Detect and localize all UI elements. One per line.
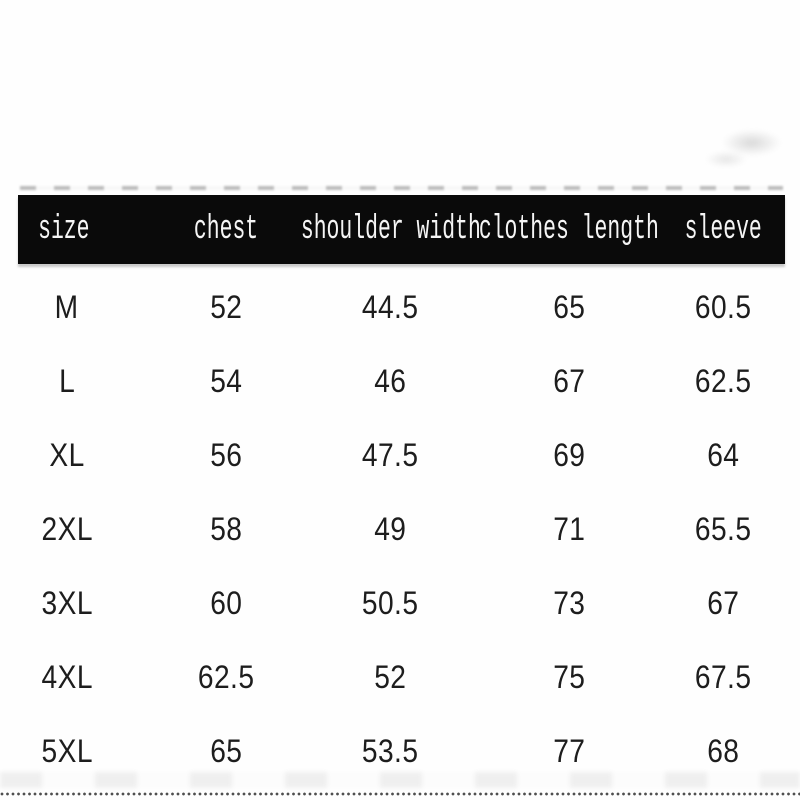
table-body: M 52 44.5 65 60.5 L 54 46 67 62.5 XL 56 … <box>18 270 785 788</box>
cell-sleeve: 60.5 <box>695 288 752 325</box>
cell-size: L <box>58 362 76 399</box>
cell-sleeve: 62.5 <box>695 362 752 399</box>
cell-shoulder-width: 53.5 <box>362 732 419 769</box>
table-row: XL 56 47.5 69 64 <box>18 418 785 492</box>
cell-chest: 65 <box>210 732 243 769</box>
cell-size: XL <box>49 436 85 473</box>
cell-shoulder-width: 44.5 <box>362 288 419 325</box>
cell-sleeve: 67.5 <box>695 658 752 695</box>
cell-chest: 56 <box>210 436 243 473</box>
header-cell-clothes-length: clothes length <box>479 210 659 249</box>
cell-size: 2XL <box>41 510 93 547</box>
ghost-compression-line <box>20 186 783 190</box>
cell-sleeve: 65.5 <box>695 510 752 547</box>
cell-clothes-length: 71 <box>552 510 586 547</box>
cell-sleeve: 67 <box>707 584 740 621</box>
cell-shoulder-width: 46 <box>374 362 407 399</box>
dotted-bottom-edge <box>0 791 800 797</box>
cell-chest: 60 <box>210 584 243 621</box>
cell-shoulder-width: 50.5 <box>362 584 419 621</box>
cell-size: 5XL <box>41 732 93 769</box>
header-cell-chest: chest <box>194 210 259 249</box>
cell-size: 4XL <box>41 658 93 695</box>
table-row: 4XL 62.5 52 75 67.5 <box>18 640 785 714</box>
cell-clothes-length: 65 <box>552 288 586 325</box>
cell-clothes-length: 67 <box>552 362 586 399</box>
table-row: M 52 44.5 65 60.5 <box>18 270 785 344</box>
cell-chest: 58 <box>210 510 243 547</box>
cell-sleeve: 64 <box>707 436 740 473</box>
header-cell-shoulder-width: shoulder width <box>300 210 481 249</box>
cell-sleeve: 68 <box>707 732 740 769</box>
cell-size: 3XL <box>41 584 93 621</box>
smudge-artifact <box>705 118 790 173</box>
table-row: 3XL 60 50.5 73 67 <box>18 566 785 640</box>
cell-size: M <box>55 288 79 325</box>
cell-shoulder-width: 52 <box>374 658 407 695</box>
table-header-row: size chest shoulder width clothes length… <box>18 195 785 264</box>
noise-band-artifact <box>0 772 800 788</box>
cell-clothes-length: 69 <box>552 436 586 473</box>
cell-chest: 52 <box>210 288 243 325</box>
header-cell-sleeve: sleeve <box>684 210 763 249</box>
header-cell-size: size <box>38 210 90 249</box>
cell-shoulder-width: 49 <box>374 510 407 547</box>
table-row: 5XL 65 53.5 77 68 <box>18 714 785 788</box>
cell-clothes-length: 73 <box>552 584 586 621</box>
cell-clothes-length: 75 <box>552 658 586 695</box>
table-row: L 54 46 67 62.5 <box>18 344 785 418</box>
cell-chest: 62.5 <box>198 658 255 695</box>
table-row: 2XL 58 49 71 65.5 <box>18 492 785 566</box>
cell-shoulder-width: 47.5 <box>362 436 419 473</box>
cell-clothes-length: 77 <box>552 732 586 769</box>
cell-chest: 54 <box>210 362 243 399</box>
